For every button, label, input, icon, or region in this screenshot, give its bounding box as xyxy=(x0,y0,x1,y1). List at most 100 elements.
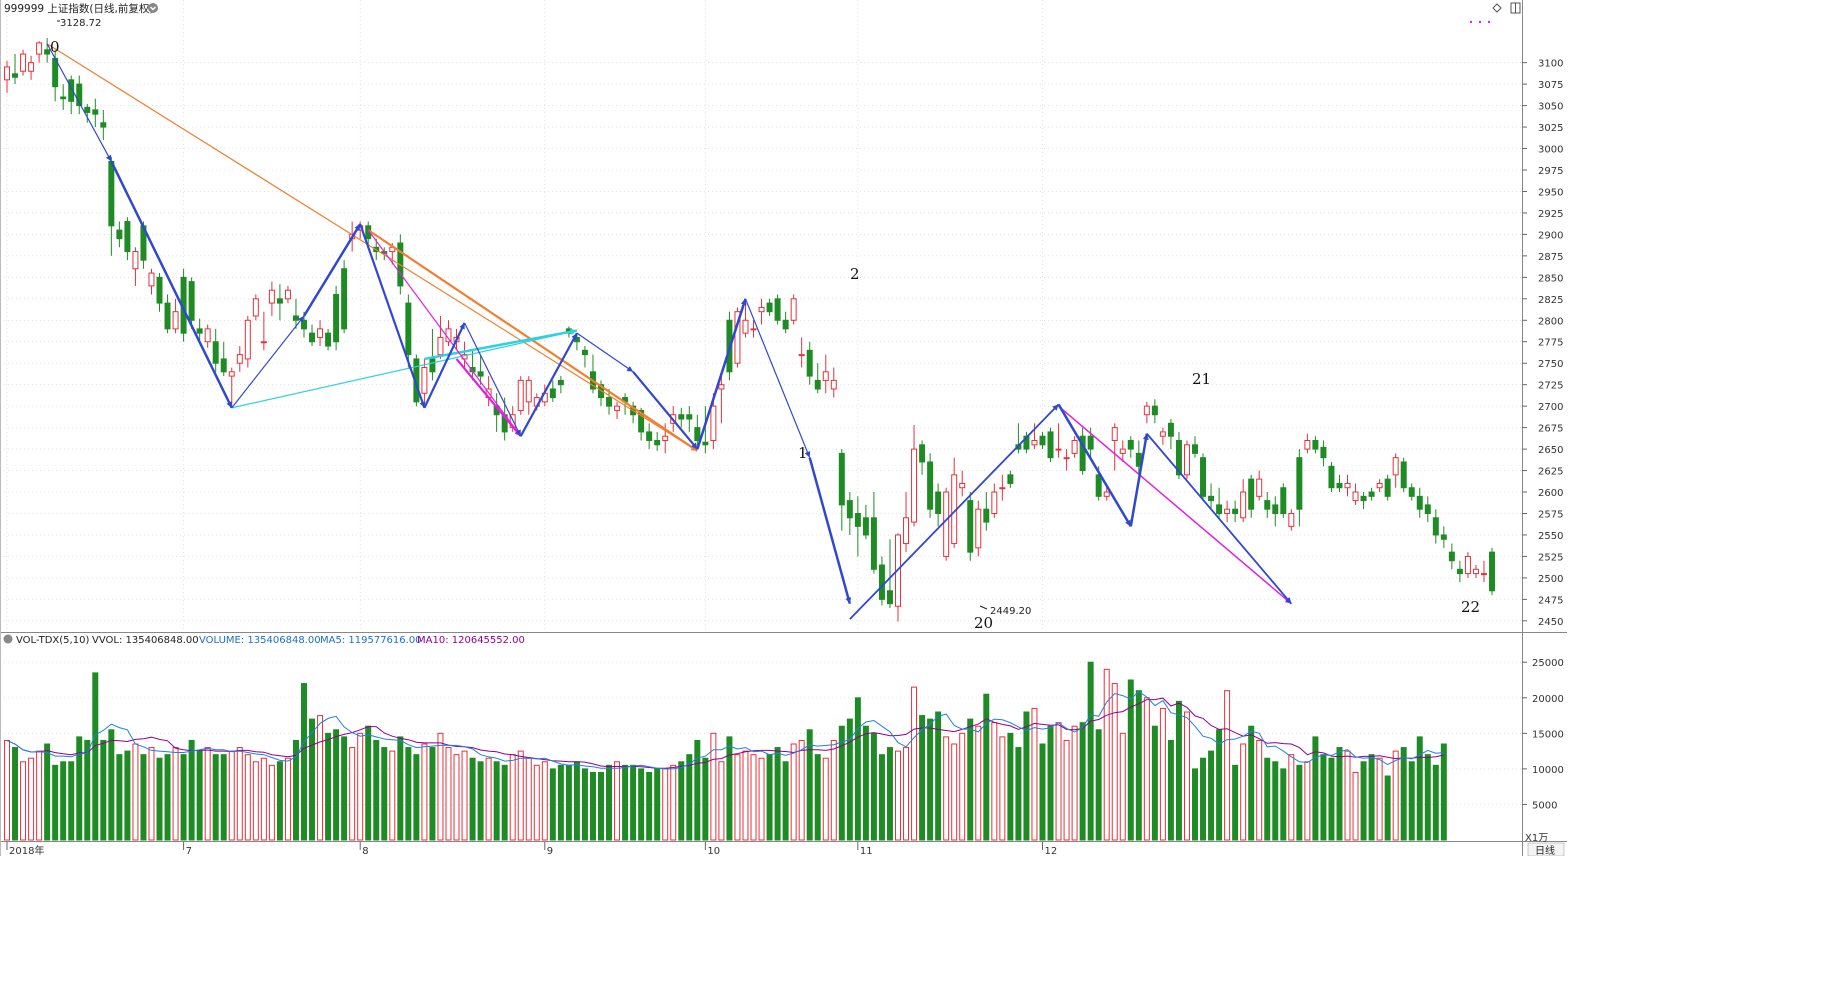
volume-bar xyxy=(292,739,299,841)
volume-bar xyxy=(1416,736,1423,841)
candle xyxy=(782,311,789,334)
candle xyxy=(870,492,877,574)
candle-body xyxy=(132,251,139,270)
candle xyxy=(244,315,251,368)
volume-bar xyxy=(830,739,837,841)
volume-bar xyxy=(702,757,709,841)
volume-bar xyxy=(1175,700,1182,841)
candle-body xyxy=(1175,440,1182,476)
candle-body xyxy=(1055,448,1062,451)
candle-body xyxy=(983,508,990,523)
candle-body xyxy=(333,294,340,343)
volume-bar xyxy=(461,750,468,841)
volume-bar xyxy=(1071,725,1078,841)
volume-bar xyxy=(1007,732,1014,841)
wave-label-21: 21 xyxy=(1192,370,1211,388)
candle xyxy=(798,337,805,368)
candle xyxy=(148,268,155,295)
candle xyxy=(935,483,942,527)
candle xyxy=(830,367,837,398)
volume-bar xyxy=(1135,690,1142,841)
volume-bar xyxy=(1352,771,1359,841)
volume-bar xyxy=(862,725,869,841)
volume-bar xyxy=(999,736,1006,841)
candle xyxy=(702,406,709,454)
orange-trend-line xyxy=(46,43,698,452)
candle xyxy=(1432,509,1439,544)
volume-bar xyxy=(1288,754,1295,841)
candle-body xyxy=(878,564,885,600)
candle-body xyxy=(734,311,741,364)
candle xyxy=(678,407,685,428)
low-price-label: 2449.20 xyxy=(990,606,1031,617)
candle-body xyxy=(606,397,613,407)
volume-bar xyxy=(1143,697,1150,841)
candle-body xyxy=(1288,512,1295,527)
candle-body xyxy=(943,491,950,557)
period-tab[interactable] xyxy=(1527,842,1565,856)
volume-bar xyxy=(325,732,332,841)
volume-bar xyxy=(509,754,516,841)
candle xyxy=(886,539,893,608)
info-circle-icon[interactable] xyxy=(148,3,158,13)
candle-body xyxy=(991,491,998,514)
candle xyxy=(36,41,43,63)
diamond-icon[interactable] xyxy=(1492,3,1502,13)
candle xyxy=(1344,474,1351,497)
volume-bar xyxy=(878,754,885,841)
candle xyxy=(1079,427,1086,475)
price-tick-label: 2675 xyxy=(1538,424,1563,435)
volume-bar xyxy=(1248,725,1255,841)
volume-bar xyxy=(1039,743,1046,841)
candle xyxy=(822,354,829,394)
candle-body xyxy=(758,306,765,313)
volume-bar xyxy=(156,757,163,841)
volume-bar xyxy=(903,747,910,841)
candle xyxy=(1416,487,1423,518)
volume-bar xyxy=(260,757,267,841)
candle xyxy=(1240,479,1247,523)
volume-bar xyxy=(212,754,219,841)
volume-bar xyxy=(44,743,51,841)
volume-info-icon[interactable] xyxy=(3,634,13,644)
volume-header: VOL-TDX(5,10) VVOL: 135406848.00 VOLUME:… xyxy=(3,634,525,646)
price-tick-label: 2550 xyxy=(1538,531,1563,542)
candle-body xyxy=(678,414,685,420)
volume-bar xyxy=(244,754,251,841)
candle-body xyxy=(244,319,251,360)
volume-bar xyxy=(782,761,789,841)
candle-body xyxy=(927,461,934,510)
candle xyxy=(1424,496,1431,523)
candle-body xyxy=(100,122,107,128)
wave-down-line xyxy=(744,298,811,458)
candle-body xyxy=(1440,534,1447,540)
candle-body xyxy=(188,281,195,321)
period-label[interactable]: 日线 xyxy=(1535,844,1555,856)
candle-body xyxy=(1448,551,1455,562)
volume-bar xyxy=(1384,775,1391,841)
candle-body xyxy=(1232,508,1239,514)
candle xyxy=(1127,436,1134,458)
volume-bar xyxy=(1304,761,1311,841)
volume-bar xyxy=(228,750,235,841)
candle xyxy=(325,328,332,351)
candle xyxy=(1336,474,1343,493)
candle-body xyxy=(1248,478,1255,510)
chart-background xyxy=(0,0,1567,856)
volume-bar xyxy=(1087,661,1094,841)
candle-body xyxy=(525,379,532,403)
candle xyxy=(236,346,243,372)
wave-label-2: 2 xyxy=(850,265,860,283)
candle-body xyxy=(919,444,926,463)
wave-down-line-bold xyxy=(359,223,426,409)
price-tick-label: 2475 xyxy=(1538,595,1563,606)
wave-up-line-bold xyxy=(423,322,466,409)
candle-body xyxy=(220,358,227,373)
candle xyxy=(967,492,974,561)
volume-bar xyxy=(284,757,291,841)
volume-bar xyxy=(1103,668,1110,841)
price-tick-label: 2600 xyxy=(1538,488,1563,499)
candle-body xyxy=(614,405,621,411)
kline-chart[interactable]: 3100307530503025300029752950292529002875… xyxy=(0,0,1567,856)
candle-body xyxy=(1167,422,1174,437)
